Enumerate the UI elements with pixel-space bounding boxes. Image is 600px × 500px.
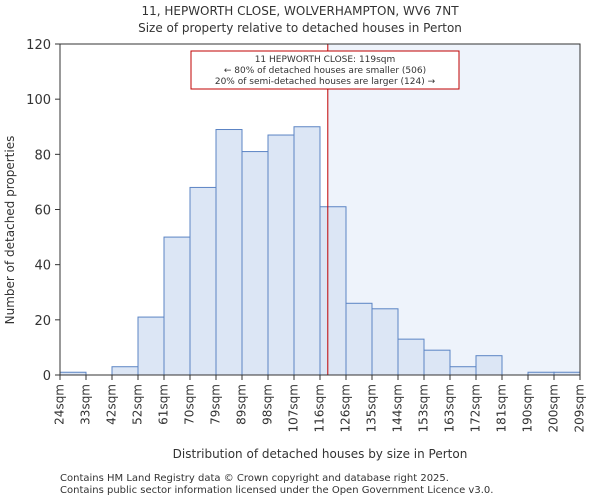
x-tick-label: 163sqm [443,384,457,432]
x-tick-label: 24sqm [53,384,67,425]
x-tick-label: 144sqm [391,384,405,432]
x-tick-label: 79sqm [209,384,223,425]
x-tick-label: 135sqm [365,384,379,432]
x-axis-label: Distribution of detached houses by size … [173,447,468,461]
x-tick-label: 70sqm [183,384,197,425]
bar [371,308,399,376]
x-tick-label: 172sqm [469,384,483,432]
y-tick-label: 20 [34,314,51,329]
annotation-line-3: 20% of semi-detached houses are larger (… [215,77,436,87]
y-tick-label: 40 [34,259,51,274]
bar [319,206,347,376]
x-tick-label: 52sqm [131,384,145,425]
bar [423,349,451,376]
annotation-line-1: 11 HEPWORTH CLOSE: 119sqm [255,55,396,65]
x-tick-label: 107sqm [287,384,301,432]
bar [345,302,373,376]
x-tick-label: 181sqm [495,384,509,432]
bar [241,151,269,376]
x-ticks-group: 24sqm 33sqm 42sqm 52sqm 61sqm 70sqm 79sqm 89sqm… [53,375,587,432]
x-tick-label: 116sqm [313,384,327,432]
x-tick-label: 42sqm [105,384,119,425]
y-tick-label: 0 [43,369,51,384]
x-tick-label: 200sqm [547,384,561,432]
x-tick-label: 98sqm [261,384,275,425]
x-tick-label: 126sqm [339,384,353,432]
bar [449,366,477,376]
annotation-line-2: ← 80% of detached houses are smaller (50… [224,66,426,76]
bar [163,236,191,376]
y-ticks-group: 0 20 40 60 80 100 120 [26,38,60,384]
bar [215,129,243,376]
bar [111,366,139,376]
y-tick-label: 60 [34,204,51,219]
x-tick-label: 153sqm [417,384,431,432]
annotation-box [190,50,460,90]
x-tick-label: 61sqm [157,384,171,425]
bars-group [59,126,581,376]
chart-subtitle: Size of property relative to detached ho… [138,21,462,35]
footer-line-1: Contains HM Land Registry data © Crown c… [60,473,449,484]
axes-frame [59,43,581,376]
bar [397,338,425,376]
bar [267,134,295,376]
y-axis-label: Number of detached properties [3,136,17,325]
x-tick-label: 33sqm [79,384,93,425]
chart-title: 11, HEPWORTH CLOSE, WOLVERHAMPTON, WV6 7… [141,4,459,18]
y-tick-label: 120 [26,38,51,53]
y-tick-label: 80 [34,148,51,163]
bar [475,355,503,376]
x-tick-label: 190sqm [521,384,535,432]
bar [293,126,321,376]
y-tick-label: 100 [26,93,51,108]
bar [137,316,165,376]
bar [189,186,217,376]
x-tick-label: 89sqm [235,384,249,425]
footer-line-2: Contains public sector information licen… [60,485,493,496]
x-tick-label: 209sqm [573,384,587,432]
